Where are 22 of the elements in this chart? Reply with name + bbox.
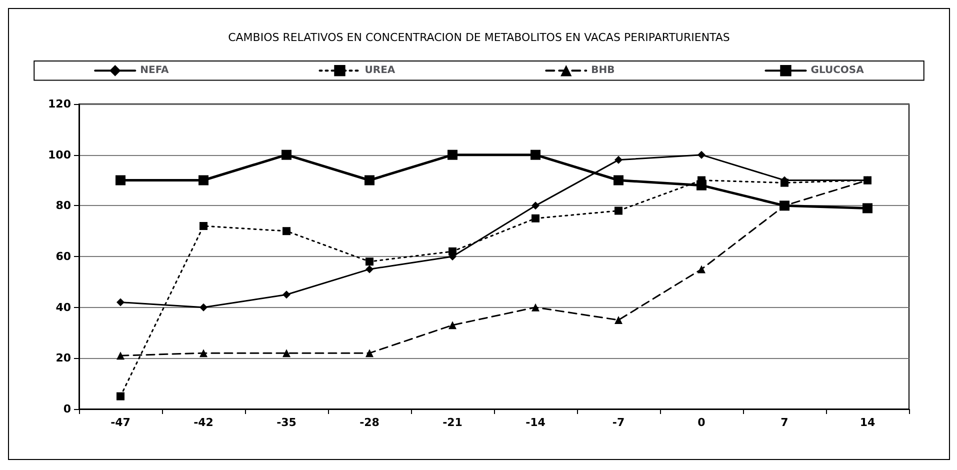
legend-label: UREA <box>364 65 396 76</box>
x-tick-label: 14 <box>860 416 876 429</box>
y-tick-label: 60 <box>56 250 72 263</box>
chart-title: CAMBIOS RELATIVOS EN CONCENTRACION DE METABOLITOS EN VACAS PERIPARTURIENTAS <box>228 31 730 44</box>
x-tick-label: -47 <box>110 416 130 429</box>
legend-label: BHB <box>591 65 615 76</box>
legend-label: GLUCOSA <box>810 65 864 76</box>
x-tick-label: -42 <box>194 416 214 429</box>
y-tick-label: 80 <box>56 199 72 212</box>
y-tick-label: 120 <box>48 98 72 110</box>
x-tick-label: -7 <box>612 416 625 429</box>
x-tick-label: -14 <box>526 416 546 429</box>
legend-label: NEFA <box>140 65 170 76</box>
x-tick-label: -21 <box>442 416 462 429</box>
y-tick-label: 20 <box>56 352 72 365</box>
y-tick-label: 40 <box>56 300 72 314</box>
x-tick-label: 0 <box>698 416 706 429</box>
y-tick-label: 100 <box>48 148 72 162</box>
y-tick-label: 0 <box>63 402 72 416</box>
x-tick-label: 7 <box>780 416 788 429</box>
x-tick-label: -28 <box>360 416 380 429</box>
x-tick-label: -35 <box>276 416 296 429</box>
